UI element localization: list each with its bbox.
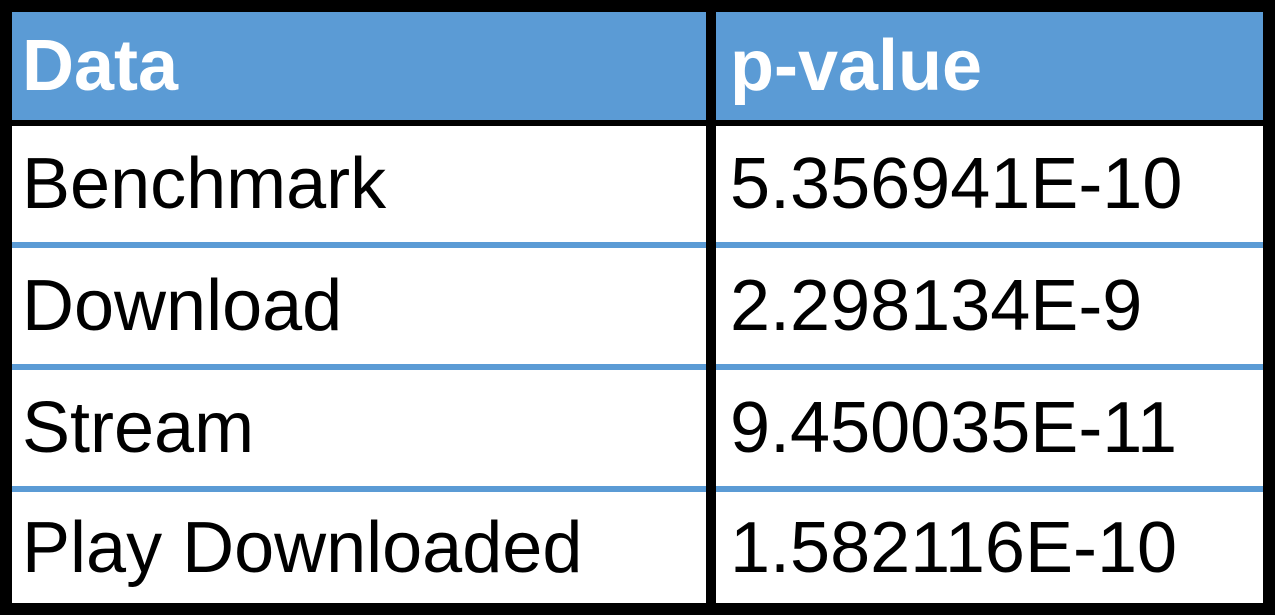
row-separator bbox=[716, 486, 1263, 492]
table-row-2-data: Download bbox=[12, 248, 706, 364]
row-separator bbox=[716, 242, 1263, 248]
table-row-4-p-value: 1.582116E-10 bbox=[716, 492, 1263, 603]
row-separator bbox=[12, 486, 706, 492]
row-separator bbox=[12, 242, 706, 248]
header-cell-data: Data bbox=[12, 12, 706, 120]
table-row-3-data: Stream bbox=[12, 370, 706, 486]
table-row-2-p-value: 2.298134E-9 bbox=[716, 248, 1263, 364]
header-cell-p-value: p-value bbox=[716, 12, 1263, 120]
row-separator bbox=[12, 364, 706, 370]
table-row-1-p-value: 5.356941E-10 bbox=[716, 126, 1263, 242]
row-separator bbox=[716, 364, 1263, 370]
table-row-1-data: Benchmark bbox=[12, 126, 706, 242]
table-row-4-data: Play Downloaded bbox=[12, 492, 706, 603]
table-row-3-p-value: 9.450035E-11 bbox=[716, 370, 1263, 486]
